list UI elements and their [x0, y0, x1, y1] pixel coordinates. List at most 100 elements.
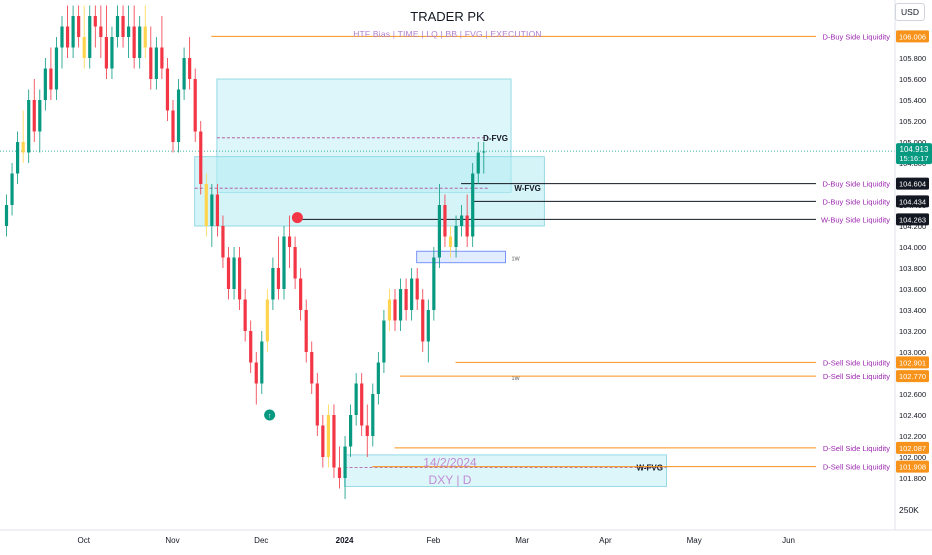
candle-body	[143, 26, 147, 48]
candle-body	[4, 205, 9, 226]
chart-title: TRADER PK	[410, 9, 485, 24]
current-price-value: 104.913	[900, 145, 929, 154]
candle-body	[254, 362, 258, 384]
fvg-label: D-FVG	[483, 134, 508, 143]
y-tick-label: 104.200	[899, 222, 926, 231]
liquidity-label: D-Sell Side Liquidity	[823, 463, 890, 472]
candle-body	[71, 16, 75, 48]
y-tick-label: 105.400	[899, 96, 926, 105]
candle-body	[193, 79, 197, 132]
candle-body	[60, 26, 64, 48]
volume-scale-label: 250K	[899, 505, 919, 515]
candle-body	[343, 446, 347, 478]
candle-body	[43, 68, 47, 100]
candle-body	[271, 268, 275, 300]
liquidity-label: D-Buy Side Liquidity	[822, 180, 890, 189]
signal-marker[interactable]	[291, 212, 303, 224]
candle-body	[32, 100, 36, 132]
y-tick-label: 102.600	[899, 390, 926, 399]
liquidity-label: W-Buy Side Liquidity	[821, 215, 890, 224]
liquidity-label: D-Sell Side Liquidity	[823, 358, 890, 367]
candle-body	[315, 383, 319, 426]
weekly-box	[416, 250, 506, 264]
candle-body	[376, 362, 380, 394]
candle-body	[310, 352, 314, 384]
candle-body	[104, 37, 108, 69]
candle-body	[454, 226, 458, 247]
price-tag-label: 101.908	[899, 463, 926, 472]
candle-body	[21, 142, 25, 153]
candle-body	[171, 110, 175, 142]
watermark-date: 14/2/2024	[423, 455, 477, 469]
candle-body	[210, 194, 214, 226]
candle-body	[38, 100, 42, 132]
watermark-symbol: DXY | D	[429, 473, 472, 487]
candle-body	[110, 37, 114, 69]
price-tag-label: 104.263	[899, 215, 926, 224]
candle-body	[65, 26, 70, 48]
candle-body	[382, 320, 386, 363]
candle-body	[204, 184, 208, 226]
candle-body	[249, 331, 253, 363]
y-tick-label: 103.800	[899, 264, 926, 273]
y-tick-label: 102.400	[899, 411, 926, 420]
signal-marker[interactable]	[264, 409, 276, 421]
y-tick-label: 105.800	[899, 54, 926, 63]
candle-body	[49, 68, 53, 90]
candle-body	[160, 47, 164, 69]
weekly-box-label: 1W	[512, 257, 521, 263]
candle-body	[132, 26, 136, 58]
signal-marker-label: ↑	[268, 413, 272, 420]
price-tag	[896, 177, 929, 190]
candle-body	[154, 47, 158, 79]
x-tick-label: Oct	[77, 536, 90, 545]
candle-body	[443, 205, 447, 237]
candle-body	[82, 37, 86, 58]
current-price-tag	[896, 143, 932, 165]
x-tick-label: Jun	[782, 536, 795, 545]
price-tag	[896, 195, 929, 208]
y-tick-label: 105.000	[899, 138, 926, 147]
price-tag	[896, 441, 929, 454]
fvg-zone	[344, 454, 667, 487]
y-tick-label: 103.400	[899, 306, 926, 315]
x-tick-label: Mar	[515, 536, 529, 545]
price-tag	[896, 356, 929, 369]
candle-body	[232, 257, 236, 289]
y-tick-label: 103.600	[899, 285, 926, 294]
liquidity-label: D-Sell Side Liquidity	[823, 444, 890, 453]
y-tick-label: 101.800	[899, 474, 926, 483]
price-tag-label: 104.434	[899, 197, 926, 206]
y-tick-label: 103.200	[899, 327, 926, 336]
candle-body	[365, 425, 369, 436]
candle-body	[165, 68, 170, 111]
y-tick-label: 105.200	[899, 117, 926, 126]
price-tag	[896, 370, 929, 383]
candle-body	[337, 467, 342, 478]
candle-body	[188, 58, 192, 79]
currency-button[interactable]: USD	[895, 3, 925, 21]
candle-body	[127, 26, 131, 37]
fvg-zone	[194, 156, 545, 227]
candle-body	[27, 100, 31, 153]
candle-body	[265, 299, 269, 342]
weekly-box-label: 1W	[512, 376, 521, 382]
x-tick-label: 2024	[336, 536, 354, 545]
fvg-label: W-FVG	[514, 184, 541, 193]
candle-body	[121, 16, 125, 37]
candle-body	[404, 289, 408, 310]
x-tick-label: Feb	[426, 536, 440, 545]
candle-body	[54, 47, 59, 90]
candle-body	[221, 226, 225, 258]
x-tick-label: Dec	[254, 536, 268, 545]
candle-body	[437, 205, 441, 258]
price-tag	[896, 30, 929, 43]
candle-body	[138, 26, 142, 58]
candle-body	[360, 383, 364, 426]
candle-body	[16, 142, 20, 174]
candle-body	[243, 299, 247, 331]
candle-body	[460, 215, 464, 226]
